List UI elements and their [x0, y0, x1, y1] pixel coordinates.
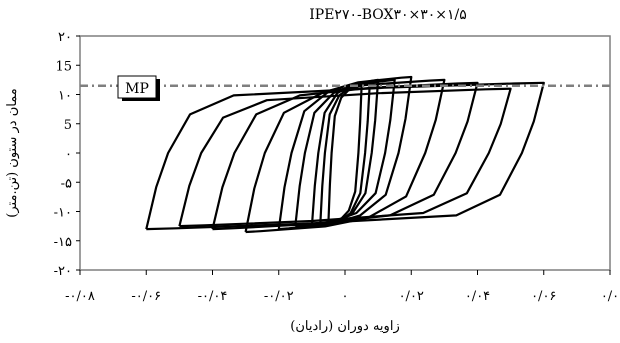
x-axis-title: زاویه دوران (رادیان) — [290, 319, 399, 334]
x-tick-label: ۰/۰ — [601, 289, 619, 304]
hysteresis-loop — [145, 81, 545, 231]
x-tick-label: -۰/۰۸ — [65, 289, 95, 304]
mp-label: MP — [125, 81, 149, 97]
x-tick-label: -۰/۰۲ — [264, 289, 294, 304]
y-tick-label: 15 — [55, 59, 72, 74]
x-tick-label: ۰/۰۶ — [531, 289, 556, 304]
hysteresis-loop — [244, 78, 446, 234]
y-tick-label: -۵ — [61, 176, 72, 191]
hysteresis-loop — [319, 81, 371, 228]
x-axis-ticks: -۰/۰۸ -۰/۰۶ -۰/۰۴ -۰/۰۲ ۰ ۰/۰۲ ۰/۰۴ ۰/۰۶ ۰/۰ — [65, 270, 619, 304]
plot-frame — [79, 35, 611, 271]
chart-title: IPE۲۷۰-BOX۳۰×۳۰×۱/۵ — [309, 7, 467, 23]
x-tick-label: -۰/۰۴ — [198, 289, 228, 304]
y-tick-label: ۱۰ — [58, 89, 72, 104]
y-tick-label: ۰ — [65, 147, 72, 162]
x-tick-label: ۰/۰۲ — [399, 289, 424, 304]
x-tick-label: ۰ — [342, 289, 349, 304]
y-tick-label: -۱۰ — [54, 206, 72, 221]
y-axis-title: ممان در ستون (تن.متر) — [5, 88, 20, 217]
y-tick-label: ۲۰ — [58, 30, 72, 45]
y-tick-label: -۲۰ — [54, 264, 72, 279]
hysteresis-loop — [178, 87, 512, 228]
y-tick-label: 5 — [64, 118, 72, 133]
mp-label-box: MP — [117, 75, 160, 101]
x-tick-label: ۰/۰۴ — [465, 289, 490, 304]
hysteresis-loop — [294, 78, 396, 228]
x-tick-label: -۰/۰۶ — [131, 289, 161, 304]
hysteresis-curves — [145, 75, 545, 234]
mp-label-background — [117, 75, 157, 99]
y-tick-label: -۱۵ — [54, 235, 72, 250]
y-axis-ticks: -۲۰ -۱۵ -۱۰ -۵ ۰ 5 ۱۰ 15 ۲۰ — [54, 30, 80, 279]
